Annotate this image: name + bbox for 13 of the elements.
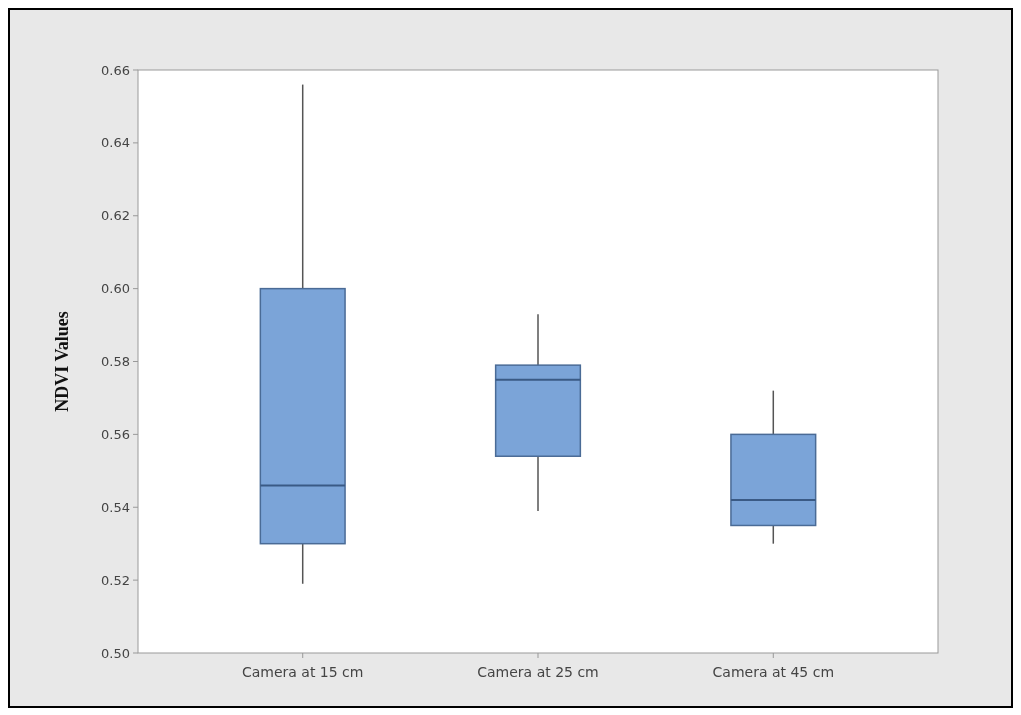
- x-tick-label: Camera at 45 cm: [712, 664, 835, 680]
- y-tick-label: 0.62: [101, 208, 130, 224]
- y-axis-title: NDVI Values: [52, 311, 72, 412]
- y-tick-label: 0.64: [101, 135, 130, 151]
- y-tick-label: 0.60: [101, 281, 130, 297]
- y-tick-label: 0.66: [101, 62, 130, 78]
- y-tick-label: 0.56: [101, 426, 130, 442]
- x-tick-label: Camera at 25 cm: [477, 664, 599, 680]
- y-tick-label: 0.54: [101, 499, 130, 515]
- x-tick-label: Camera at 15 cm: [241, 664, 364, 680]
- y-tick-label: 0.58: [101, 354, 130, 370]
- y-tick-label: 0.52: [101, 572, 130, 588]
- y-tick-label: 0.50: [101, 645, 130, 661]
